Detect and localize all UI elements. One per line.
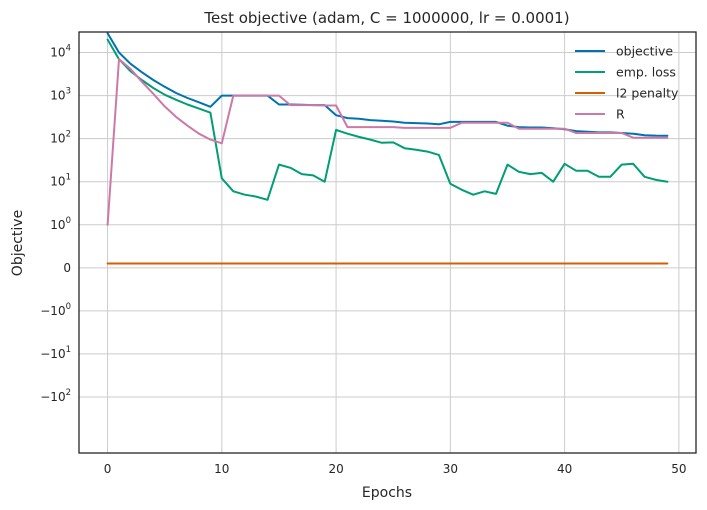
x-axis-label: Epochs — [362, 485, 412, 501]
x-tick-label: 10 — [214, 462, 229, 476]
y-tick-label: −102 — [40, 388, 71, 404]
y-axis-label: Objective — [10, 210, 26, 276]
series-line-objective — [106, 32, 669, 137]
legend-label: l2 penalty — [616, 86, 679, 101]
series-line-emp-loss — [106, 38, 669, 201]
y-tick-label: −101 — [40, 345, 71, 361]
y-tick-label: 100 — [50, 216, 71, 232]
series-lines — [106, 32, 669, 265]
y-tick-label: 102 — [50, 130, 71, 146]
legend: objective emp. loss l2 penalty R — [575, 44, 679, 122]
chart-title: Test objective (adam, C = 1000000, lr = … — [203, 9, 569, 27]
series-line-r — [106, 58, 669, 226]
x-tick-label: 40 — [557, 462, 572, 476]
grid — [79, 32, 696, 453]
plot-frame — [78, 31, 697, 454]
x-tick-label: 30 — [443, 462, 458, 476]
y-tick-label: 103 — [50, 87, 71, 103]
y-tick-label: 101 — [50, 173, 71, 189]
legend-label: R — [616, 107, 625, 122]
x-tick-label: 50 — [671, 462, 686, 476]
x-tick-label: 20 — [328, 462, 343, 476]
x-tick-label: 0 — [104, 462, 112, 476]
x-axis-ticks: 0 10 20 30 40 50 — [104, 462, 687, 476]
y-tick-label: −100 — [40, 302, 71, 318]
y-tick-label: 104 — [50, 44, 71, 60]
y-tick-label: 0 — [63, 261, 71, 275]
legend-label: emp. loss — [616, 65, 676, 80]
y-axis-ticks: 104 103 102 101 100 0 −100 −101 −102 — [40, 44, 71, 404]
legend-label: objective — [616, 44, 673, 59]
